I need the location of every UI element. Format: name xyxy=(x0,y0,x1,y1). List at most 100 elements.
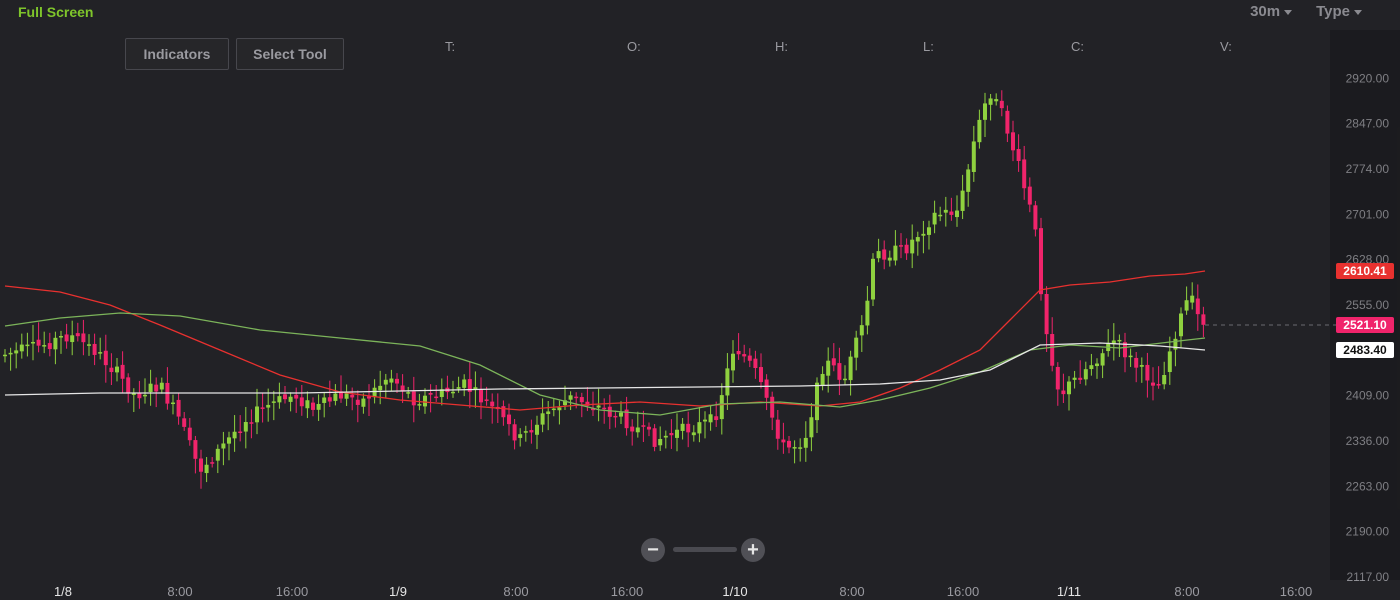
candle-body xyxy=(451,391,455,394)
zoom-control: − + xyxy=(641,538,769,562)
candle-body xyxy=(663,435,668,438)
candle-body xyxy=(703,419,707,422)
x-tick-label: 8:00 xyxy=(167,584,192,599)
candle-body xyxy=(630,426,635,432)
candle-body xyxy=(417,404,422,406)
candle-body xyxy=(1190,295,1195,303)
candle-body xyxy=(64,334,69,342)
candle-body xyxy=(1078,377,1083,380)
ohlc-high-label: H: xyxy=(775,39,788,54)
candle-body xyxy=(339,391,343,399)
candle-body xyxy=(859,325,864,336)
candle-body xyxy=(109,367,114,373)
candle-body xyxy=(770,396,775,418)
candle-body xyxy=(154,384,159,392)
chart-type-dropdown[interactable]: Type xyxy=(1304,3,1400,20)
candle-body xyxy=(579,397,584,403)
candle-body xyxy=(378,385,383,391)
y-tick-label: 2847.00 xyxy=(1346,117,1390,131)
candle-body xyxy=(406,392,411,394)
candle-body xyxy=(490,401,495,407)
candle-body xyxy=(221,443,226,449)
candle-body xyxy=(131,393,136,395)
candle-body xyxy=(389,378,394,383)
candle-body xyxy=(619,412,623,417)
x-tick-label: 16:00 xyxy=(611,584,644,599)
candle-body xyxy=(227,437,231,444)
candle-body xyxy=(820,373,825,386)
candle-body xyxy=(1083,369,1088,380)
indicators-button[interactable]: Indicators xyxy=(125,38,229,70)
candle-body xyxy=(8,352,13,355)
candle-body xyxy=(854,337,859,358)
candle-body xyxy=(456,387,461,389)
candle-body xyxy=(434,396,439,399)
ohlc-open-label: O: xyxy=(627,39,641,54)
candle-body xyxy=(535,424,539,435)
plus-icon: + xyxy=(747,539,759,561)
candle-body xyxy=(59,336,63,338)
candle-body xyxy=(367,396,371,399)
ohlc-time-label: T: xyxy=(445,39,456,54)
candle-body xyxy=(708,414,713,423)
candle-body xyxy=(546,411,551,415)
candle-body xyxy=(210,462,215,464)
candle-body xyxy=(411,391,416,406)
candle-body xyxy=(887,257,892,261)
candle-body xyxy=(815,382,819,421)
candle-body xyxy=(283,394,287,400)
candle-body xyxy=(3,354,7,357)
x-tick-label: 8:00 xyxy=(839,584,864,599)
candle-body xyxy=(507,414,511,425)
candle-body xyxy=(1061,390,1066,395)
candle-body xyxy=(238,431,243,433)
candle-body xyxy=(809,417,814,438)
y-tick-label: 2190.00 xyxy=(1346,525,1390,539)
candle-body xyxy=(439,389,444,398)
candle-body xyxy=(523,431,528,433)
candle-body xyxy=(423,395,427,407)
candle-body xyxy=(865,300,870,326)
interval-dropdown[interactable]: 30m xyxy=(1238,3,1304,20)
price-badge-label: 2521.10 xyxy=(1343,318,1387,332)
candle-body xyxy=(596,405,601,408)
chart-type-label: Type xyxy=(1316,3,1350,20)
candle-body xyxy=(960,190,965,211)
ohlc-low-label: L: xyxy=(923,39,934,54)
candle-body xyxy=(361,398,366,407)
y-tick-label: 2555.00 xyxy=(1346,298,1390,312)
candle-body xyxy=(742,354,747,357)
candle-body xyxy=(764,379,769,398)
candle-body xyxy=(557,407,562,411)
candle-body xyxy=(305,400,310,409)
candle-body xyxy=(843,378,847,381)
candle-body xyxy=(53,337,58,350)
moving-average-green-line xyxy=(4,312,1206,416)
candle-body xyxy=(591,408,595,411)
candle-body xyxy=(1179,313,1183,337)
select-tool-button[interactable]: Select Tool xyxy=(236,38,344,70)
x-tick-label: 1/10 xyxy=(722,584,747,599)
candle-body xyxy=(344,393,349,399)
candle-body xyxy=(904,244,909,254)
candle-body xyxy=(831,358,836,366)
candle-body xyxy=(983,103,987,120)
candle-body xyxy=(910,239,915,254)
candle-body xyxy=(1027,186,1032,205)
candle-body xyxy=(1089,365,1094,370)
candle-body xyxy=(47,343,52,350)
full-screen-link[interactable]: Full Screen xyxy=(18,4,94,20)
zoom-slider[interactable] xyxy=(673,547,737,552)
y-tick-label: 2263.00 xyxy=(1346,479,1390,493)
candle-body xyxy=(753,358,758,369)
candle-body xyxy=(529,430,534,433)
zoom-in-button[interactable]: + xyxy=(741,538,765,562)
candle-body xyxy=(311,402,315,410)
candle-body xyxy=(725,368,730,396)
candle-body xyxy=(680,423,685,431)
zoom-out-button[interactable]: − xyxy=(641,538,665,562)
candle-body xyxy=(938,214,943,217)
x-tick-label: 16:00 xyxy=(276,584,309,599)
candle-body xyxy=(1139,365,1144,367)
